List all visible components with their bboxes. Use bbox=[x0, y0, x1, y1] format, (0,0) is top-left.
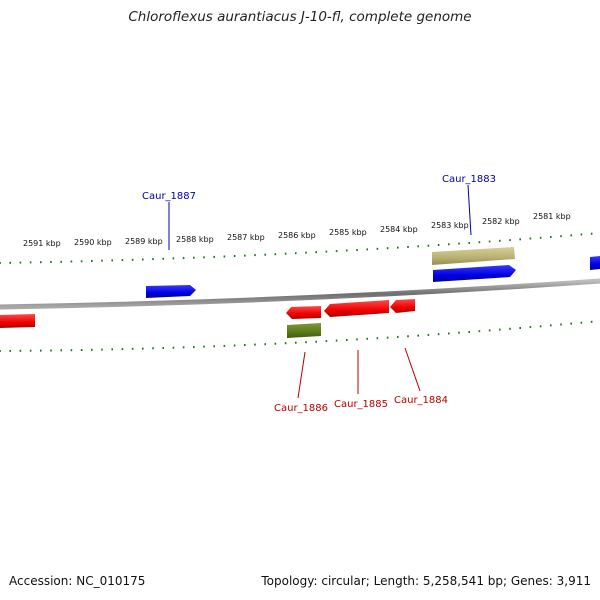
label-caur-1884[interactable]: Caur_1884 bbox=[394, 395, 448, 406]
forward-strand-features bbox=[146, 247, 600, 298]
gene-labels: Caur_1887 Caur_1883 Caur_1886 Caur_1885 … bbox=[142, 174, 496, 414]
scale-label-2586: 2586 kbp bbox=[278, 231, 316, 240]
gene-caur-1887[interactable] bbox=[146, 285, 196, 298]
scale-label-2589: 2589 kbp bbox=[125, 237, 163, 246]
scale-label-2590: 2590 kbp bbox=[74, 238, 112, 247]
genome-backbone bbox=[0, 278, 600, 310]
leader-caur-1884 bbox=[404, 347, 421, 392]
leader-caur-1886 bbox=[297, 351, 306, 399]
topology-text: Topology: circular; Length: 5,258,541 bp… bbox=[261, 574, 591, 588]
scale-label-2581: 2581 kbp bbox=[533, 212, 571, 221]
reverse-strand-features bbox=[0, 299, 415, 338]
gene-caur-1884[interactable] bbox=[390, 299, 415, 313]
label-caur-1887[interactable]: Caur_1887 bbox=[142, 191, 196, 202]
scale-label-2583: 2583 kbp bbox=[431, 221, 469, 230]
scale-label-2587: 2587 kbp bbox=[227, 233, 265, 242]
label-caur-1886[interactable]: Caur_1886 bbox=[274, 403, 328, 414]
gene-caur-1885[interactable] bbox=[324, 300, 389, 317]
gene-caur-1886[interactable] bbox=[286, 306, 321, 319]
scale-label-2582: 2582 kbp bbox=[482, 217, 520, 226]
scale-label-2588: 2588 kbp bbox=[176, 235, 214, 244]
gene-partial-right-edge[interactable] bbox=[590, 256, 600, 270]
scale-label-2591: 2591 kbp bbox=[23, 239, 61, 248]
label-caur-1883[interactable]: Caur_1883 bbox=[442, 174, 496, 185]
forward-scale-ticks bbox=[0, 232, 593, 264]
scale-labels: 2591 kbp 2590 kbp 2589 kbp 2588 kbp 2587… bbox=[23, 212, 571, 248]
gene-partial-left-edge[interactable] bbox=[0, 314, 35, 328]
label-caur-1885[interactable]: Caur_1885 bbox=[334, 399, 388, 410]
leader-caur-1883 bbox=[467, 184, 472, 236]
scale-label-2585: 2585 kbp bbox=[329, 228, 367, 237]
feature-caur-1883[interactable] bbox=[432, 247, 515, 265]
scale-label-2584: 2584 kbp bbox=[380, 225, 418, 234]
genome-title: Chloroflexus aurantiacus J-10-fl, comple… bbox=[128, 9, 472, 25]
gene-caur-1883[interactable] bbox=[433, 265, 516, 282]
accession-text: Accession: NC_010175 bbox=[9, 574, 146, 588]
reverse-scale-ticks bbox=[0, 320, 593, 352]
label-leaders bbox=[168, 184, 472, 399]
feature-caur-1886[interactable] bbox=[287, 323, 321, 338]
